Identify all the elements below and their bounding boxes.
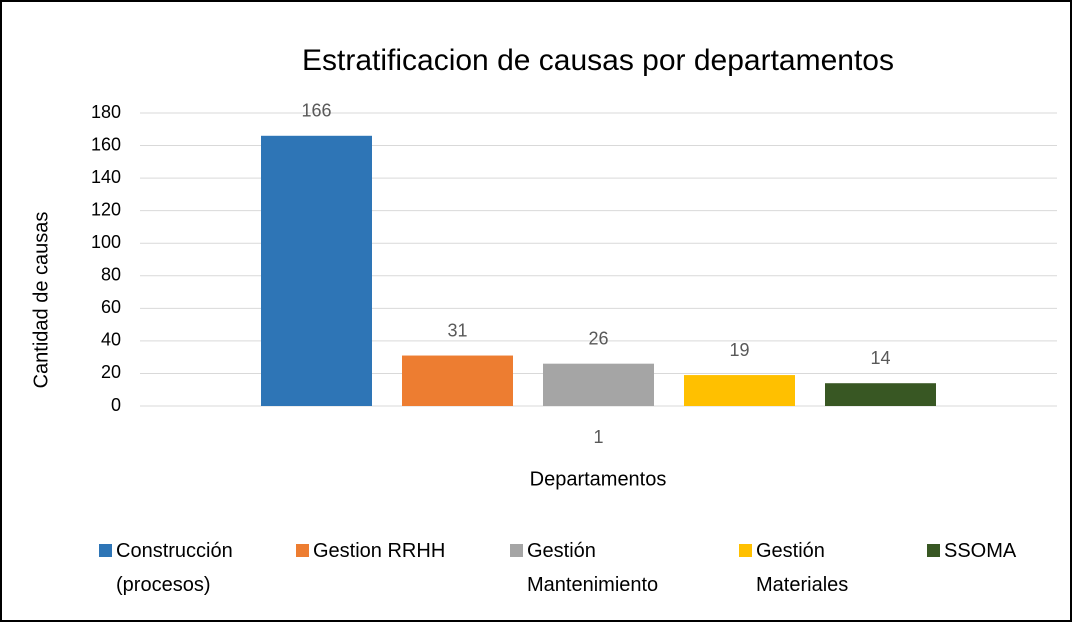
legend-item: Gestion RRHH (296, 534, 503, 568)
legend-swatch (739, 544, 752, 557)
legend-item: Construcción (procesos) (99, 534, 276, 602)
bar (402, 355, 513, 406)
data-label: 26 (588, 328, 608, 348)
data-label: 14 (870, 348, 890, 368)
y-tick-label: 140 (91, 167, 121, 187)
x-tick-label: 1 (593, 427, 603, 447)
legend-label: Construcción (procesos) (116, 540, 233, 596)
y-tick-label: 40 (101, 330, 121, 350)
data-label: 19 (729, 340, 749, 360)
y-tick-label: 160 (91, 134, 121, 154)
bar (543, 363, 654, 406)
y-tick-label: 80 (101, 265, 121, 285)
bar (825, 383, 936, 406)
y-tick-label: 100 (91, 232, 121, 252)
x-axis-label: Departamentos (530, 468, 667, 490)
y-tick-label: 120 (91, 199, 121, 219)
y-tick-label: 20 (101, 362, 121, 382)
legend-swatch (296, 544, 309, 557)
legend-label: Gestión Mantenimiento (527, 540, 659, 596)
y-tick-label: 180 (91, 102, 121, 122)
legend-swatch (99, 544, 112, 557)
legend-label: Gestion RRHH (313, 540, 446, 562)
legend-label: Gestión Materiales (756, 540, 849, 596)
y-axis-label: Cantidad de causas (30, 212, 52, 389)
data-label: 31 (447, 320, 467, 340)
legend-swatch (927, 544, 940, 557)
bar (261, 135, 372, 407)
chart-title: Estratificacion de causas por departamen… (302, 44, 894, 77)
bar (684, 375, 795, 406)
y-tick-label: 60 (101, 297, 121, 317)
legend-item: Gestión Materiales (739, 534, 896, 602)
legend-label: SSOMA (944, 540, 1017, 562)
y-tick-label: 0 (111, 395, 121, 415)
legend-item: Gestión Mantenimiento (510, 534, 727, 602)
legend-item: SSOMA (927, 534, 1054, 568)
data-label: 166 (301, 101, 331, 121)
legend-swatch (510, 544, 523, 557)
